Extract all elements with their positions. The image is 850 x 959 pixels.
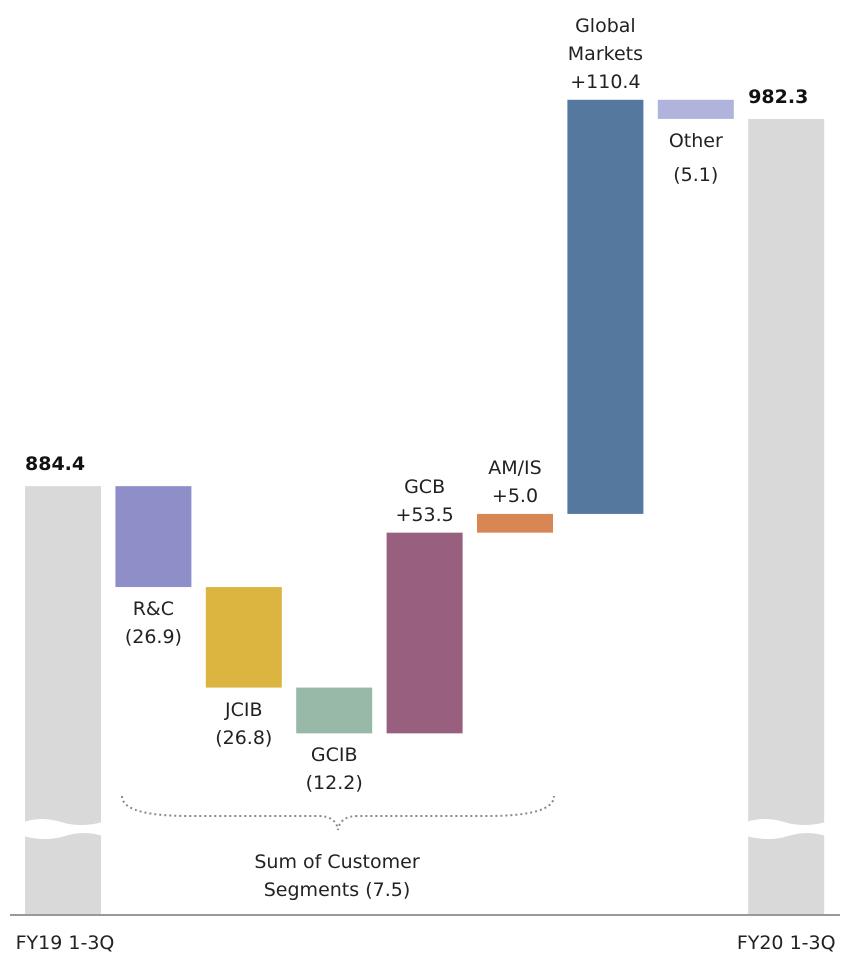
bar-label: Global Markets +110.4 [550,12,660,96]
x-tick-label: FY19 1-3Q [15,932,115,954]
brace [121,795,555,831]
axis-break [23,819,103,839]
bar [25,486,101,915]
bar-label: GCIB (12.2) [279,741,389,797]
value-label: +53.5 [395,503,454,526]
bar [386,532,463,734]
category-label: JCIB [225,698,263,721]
value-label: (26.8) [215,726,273,749]
bar-label: JCIB (26.8) [189,696,299,752]
category-label: GCB [404,475,446,498]
category-label: Global Markets [567,14,643,65]
category-label: GCIB [310,744,358,767]
bar [205,587,282,688]
bar-label: GCB +53.5 [370,473,480,529]
value-label: +5.0 [491,484,539,507]
value-label: (26.9) [124,626,182,649]
bar [748,118,825,915]
bar-label: AM/IS +5.0 [460,454,570,510]
bar [296,687,373,734]
category-label: Other [668,129,723,152]
bar [115,486,192,588]
category-label: AM/IS [488,456,542,479]
value-label: (12.2) [305,772,363,795]
x-tick-label: FY20 1-3Q [736,932,836,954]
value-label: (5.1) [673,163,719,186]
bar [567,99,644,514]
category-label: R&C [132,598,175,621]
annotation: Sum of Customer Segments (7.5) [254,851,420,901]
bar-label: R&C (26.9) [98,595,208,651]
bar-label: Other (5.1) [641,127,751,189]
axis-break [746,819,827,839]
value-label: +110.4 [570,70,641,93]
bar [477,513,553,533]
bar [657,99,734,119]
value-label: 884.4 [25,453,86,476]
value-label: 982.3 [748,85,809,108]
